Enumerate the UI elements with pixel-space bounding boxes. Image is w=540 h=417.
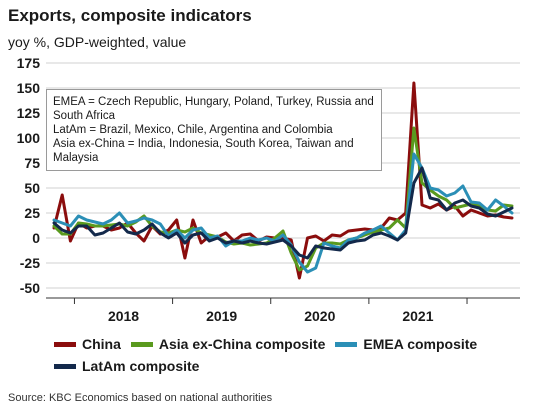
legend-swatch-latam: [54, 363, 76, 369]
y-tick-label: 25: [24, 205, 40, 221]
line-chart: 175 150 125 100 75 50 25 0 -25 -50 2018 2019 2020 202…: [17, 55, 520, 324]
note-line-emea: EMEA = Czech Republic, Hungary, Poland, …: [53, 96, 374, 122]
y-tick-label: 175: [17, 55, 41, 71]
y-tick-label: 125: [17, 105, 41, 121]
legend-label-latam: LatAm composite: [82, 358, 200, 374]
series-line-asia: [52, 126, 514, 272]
legend-swatch-china: [54, 341, 76, 347]
note-line-asia: Asia ex-China = India, Indonesia, South …: [53, 138, 354, 164]
series-line-emea: [52, 152, 514, 274]
legend-label-asia: Asia ex-China composite: [158, 336, 326, 352]
note-line-latam: LatAm = Brazil, Mexico, Chile, Argentina…: [53, 124, 333, 136]
country-definitions-note: EMEA = Czech Republic, Hungary, Poland, …: [46, 89, 382, 171]
legend-swatch-emea: [335, 341, 358, 347]
chart-legend: China Asia ex-China composite EMEA compo…: [54, 333, 534, 377]
y-tick-label: 0: [32, 230, 40, 246]
legend-swatch-asia: [130, 341, 153, 347]
y-tick-label: 100: [17, 130, 41, 146]
legend-item-china: China: [54, 336, 121, 352]
y-tick-label: -25: [20, 255, 40, 271]
x-tick-label: 2021: [402, 308, 433, 324]
y-tick-label: 75: [24, 155, 40, 171]
legend-label-china: China: [82, 336, 121, 352]
series-line-latam: [52, 166, 514, 260]
source-note: Source: KBC Economics based on national …: [8, 392, 273, 404]
chart-title: Exports, composite indicators: [8, 6, 252, 25]
y-tick-label: 150: [17, 80, 41, 96]
legend-item-latam: LatAm composite: [54, 358, 199, 374]
y-tick-label: -50: [20, 280, 40, 296]
y-tick-label: 50: [24, 180, 40, 196]
legend-label-emea: EMEA composite: [363, 336, 478, 352]
chart-subtitle: yoy %, GDP-weighted, value: [8, 34, 187, 50]
x-tick-label: 2020: [304, 308, 335, 324]
x-tick-label: 2018: [108, 308, 139, 324]
legend-item-emea: EMEA composite: [335, 336, 477, 352]
legend-item-asia: Asia ex-China composite: [130, 336, 326, 352]
x-tick-label: 2019: [206, 308, 237, 324]
